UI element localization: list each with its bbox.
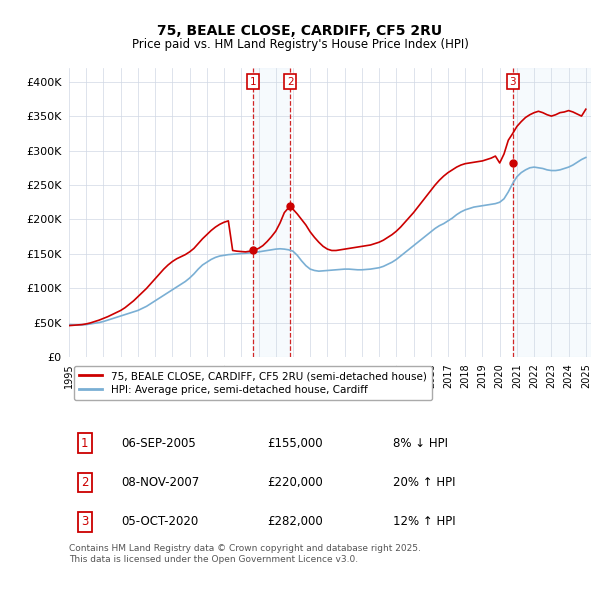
Text: 08-NOV-2007: 08-NOV-2007 xyxy=(121,476,199,489)
Bar xyxy=(253,68,290,358)
Text: 06-SEP-2005: 06-SEP-2005 xyxy=(121,437,196,450)
Text: £155,000: £155,000 xyxy=(268,437,323,450)
Text: 1: 1 xyxy=(250,77,256,87)
Text: 2: 2 xyxy=(81,476,88,489)
Text: Price paid vs. HM Land Registry's House Price Index (HPI): Price paid vs. HM Land Registry's House … xyxy=(131,38,469,51)
Legend: 75, BEALE CLOSE, CARDIFF, CF5 2RU (semi-detached house), HPI: Average price, sem: 75, BEALE CLOSE, CARDIFF, CF5 2RU (semi-… xyxy=(74,366,432,400)
Text: £282,000: £282,000 xyxy=(268,516,323,529)
Text: 12% ↑ HPI: 12% ↑ HPI xyxy=(392,516,455,529)
Text: Contains HM Land Registry data © Crown copyright and database right 2025.
This d: Contains HM Land Registry data © Crown c… xyxy=(69,545,421,563)
Text: 05-OCT-2020: 05-OCT-2020 xyxy=(121,516,199,529)
Text: 75, BEALE CLOSE, CARDIFF, CF5 2RU: 75, BEALE CLOSE, CARDIFF, CF5 2RU xyxy=(157,24,443,38)
Text: 3: 3 xyxy=(509,77,516,87)
Text: 8% ↓ HPI: 8% ↓ HPI xyxy=(392,437,448,450)
Text: 20% ↑ HPI: 20% ↑ HPI xyxy=(392,476,455,489)
Bar xyxy=(513,68,591,358)
Text: 2: 2 xyxy=(287,77,293,87)
Text: 3: 3 xyxy=(81,516,88,529)
Text: £220,000: £220,000 xyxy=(268,476,323,489)
Text: 1: 1 xyxy=(81,437,88,450)
